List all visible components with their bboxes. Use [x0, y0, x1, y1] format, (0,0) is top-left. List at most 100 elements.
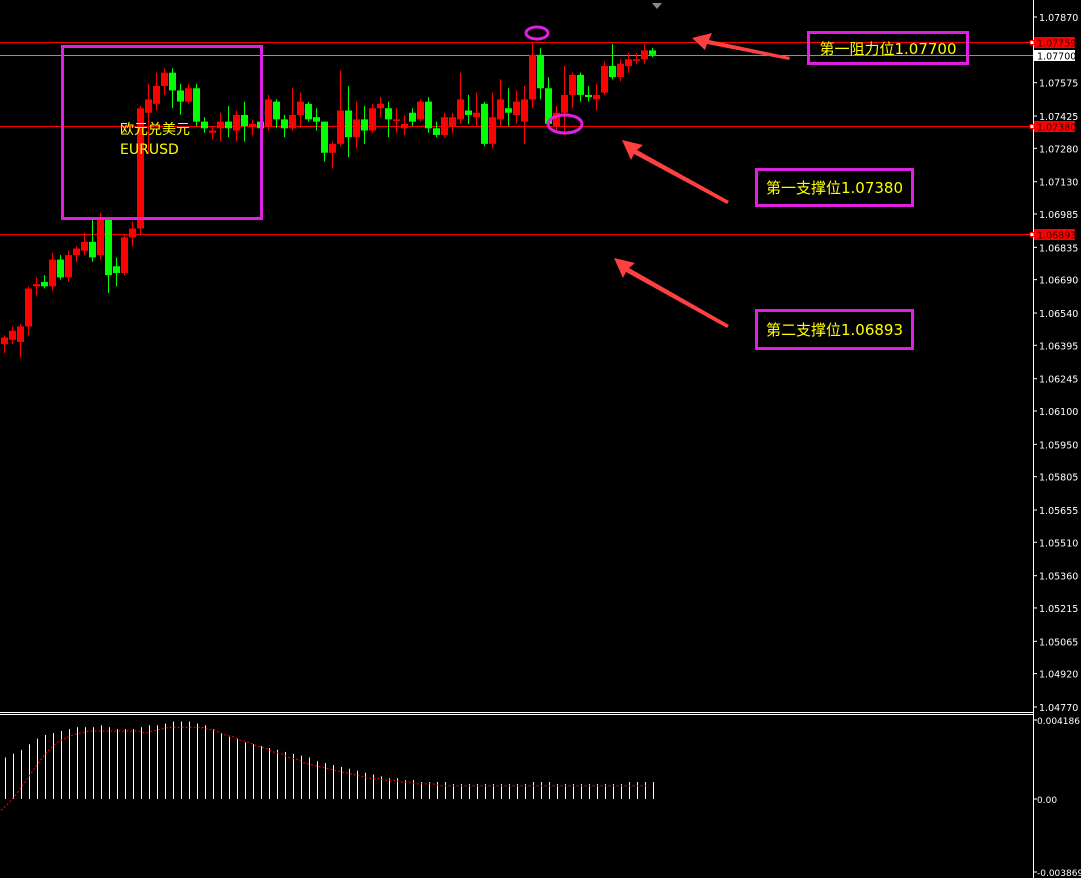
candle [65, 250, 72, 282]
price-marker-bg [1034, 50, 1075, 61]
candle-body [513, 101, 520, 115]
candle-body [545, 88, 552, 124]
candle-body [409, 112, 416, 122]
price-tick-label: 1.07130 [1039, 178, 1078, 189]
candle-body [49, 259, 56, 287]
candle-body [65, 255, 72, 278]
candle-body [465, 110, 472, 115]
candle-body [353, 119, 360, 138]
candle-body [593, 94, 600, 100]
candle [121, 235, 128, 276]
support-1-label: 第一支撑位1.07380 [755, 168, 914, 207]
candle [185, 83, 192, 104]
candle-body [97, 217, 104, 256]
candle [113, 257, 120, 287]
candle [425, 97, 432, 133]
candle [169, 68, 176, 109]
support-2-label: 第二支撑位1.06893 [755, 309, 914, 350]
resistance-1-label: 第一阻力位1.07700 [807, 31, 969, 65]
candle-body [329, 143, 336, 153]
candle-body [129, 228, 136, 238]
price-tick-label: 1.07870 [1039, 13, 1078, 24]
symbol-en: EURUSD [120, 142, 179, 158]
candle [1, 335, 8, 354]
candle [289, 88, 296, 131]
candle [225, 106, 232, 138]
price-tick-label: 1.07425 [1039, 112, 1078, 123]
candle-body [369, 108, 376, 131]
candle-body [73, 248, 80, 256]
candle [241, 101, 248, 142]
candle-body [209, 130, 216, 133]
price-level-lines [0, 42, 1033, 235]
price-tick-label: 1.05215 [1039, 604, 1078, 615]
candle-body [601, 65, 608, 93]
candle-body [641, 50, 648, 60]
arrow-support-1 [622, 140, 729, 204]
price-tick-label: 1.06245 [1039, 375, 1078, 386]
candle [401, 114, 408, 135]
price-tick-label: 1.05655 [1039, 506, 1078, 517]
candle [409, 108, 416, 127]
candle-body [1, 337, 8, 345]
candle-body [505, 108, 512, 113]
candle-body [609, 65, 616, 78]
candle-body [433, 128, 440, 135]
price-marker-bg [1034, 121, 1075, 132]
candle-body [193, 88, 200, 122]
price-marker-dot [1029, 124, 1035, 129]
low-ellipse [546, 113, 584, 135]
candle-body [313, 117, 320, 122]
candle [417, 99, 424, 122]
candle [249, 119, 256, 135]
candle-body [289, 114, 296, 129]
candle-body [25, 288, 32, 327]
candle-body [345, 110, 352, 138]
candle [449, 112, 456, 133]
candle-body [521, 99, 528, 122]
price-marker-bg [1034, 37, 1075, 48]
candle [625, 52, 632, 73]
candle [217, 112, 224, 142]
candle-body [625, 59, 632, 66]
candle-body [553, 112, 560, 127]
symbol-label: 欧元兑美元 EURUSD [120, 120, 190, 160]
price-tick-label: 1.06100 [1039, 407, 1078, 418]
candle [521, 86, 528, 144]
candle-body [401, 123, 408, 129]
candle [329, 141, 336, 169]
candle [513, 90, 520, 124]
candle [177, 83, 184, 115]
candle-body [425, 101, 432, 129]
candle [561, 65, 568, 135]
candle-body [33, 284, 40, 287]
candle-body [41, 281, 48, 287]
candle-body [481, 103, 488, 144]
macd-tick-label: 0.00 [1037, 796, 1057, 806]
price-tick-label: 1.06835 [1039, 243, 1078, 254]
candle-body [241, 114, 248, 127]
candle [145, 83, 152, 153]
candle-body [217, 121, 224, 129]
candle [649, 48, 656, 58]
price-tick-label: 1.06395 [1039, 341, 1078, 352]
candle [393, 108, 400, 133]
candle-body [457, 99, 464, 120]
candle-body [617, 63, 624, 78]
candle [9, 326, 16, 345]
candle [505, 88, 512, 127]
candle-body [577, 74, 584, 95]
chart-shift-marker[interactable] [652, 3, 662, 9]
price-tick-label: 1.05950 [1039, 440, 1078, 451]
price-marker-label: 1.07759 [1037, 39, 1076, 50]
price-marker-label: 1.07700 [1037, 52, 1076, 63]
candle [593, 83, 600, 111]
macd-signal-line [0, 726, 649, 811]
macd-tick-label: -0.003869 [1037, 869, 1081, 878]
candle [25, 286, 32, 336]
price-tick-label: 1.05805 [1039, 473, 1078, 484]
candle-body [489, 117, 496, 144]
candle [209, 126, 216, 140]
candle-body [113, 266, 120, 273]
